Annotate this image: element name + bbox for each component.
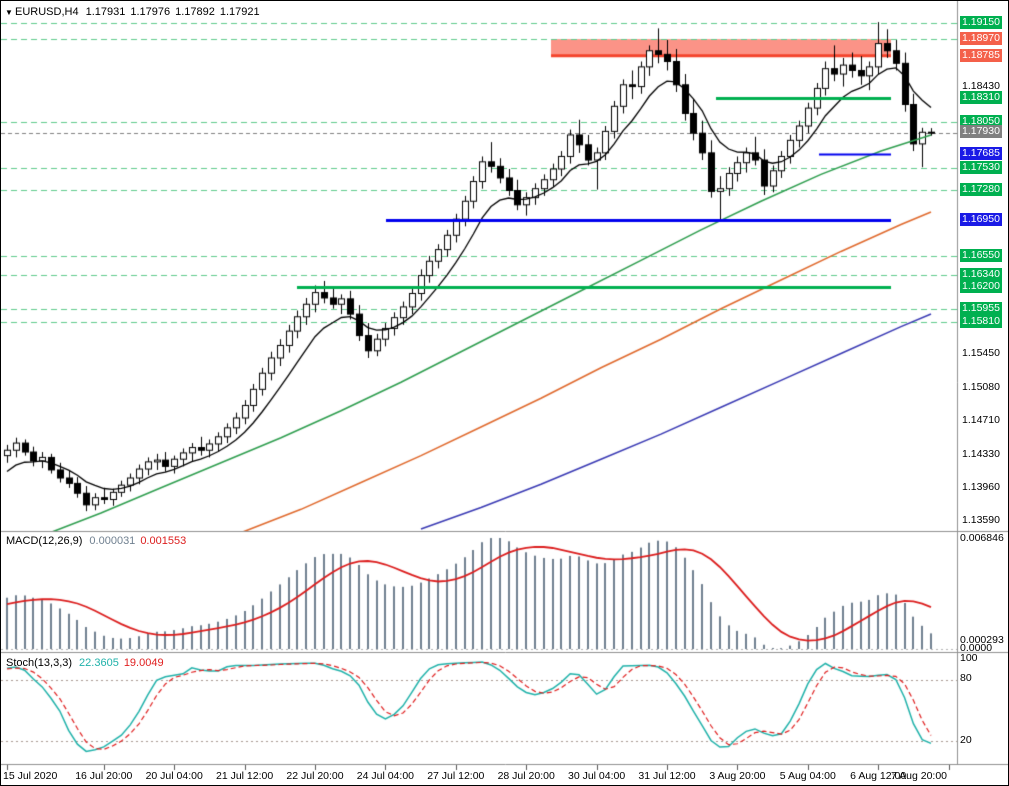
price-axis-label: 1.17685 <box>960 147 1002 160</box>
stoch-label: Stoch(13,3,3) <box>6 657 73 669</box>
macd-value-main: 0.000031 <box>89 535 136 547</box>
quote-close: 1.17921 <box>219 6 260 18</box>
price-axis-label: 1.18430 <box>962 80 1000 92</box>
price-axis-label: 1.16950 <box>960 213 1002 226</box>
stoch-value-signal: 19.0049 <box>123 657 164 669</box>
stoch-axis-80: 80 <box>960 672 972 684</box>
time-axis-label: 30 Jul 04:00 <box>567 770 626 782</box>
time-axis-label: 24 Jul 04:00 <box>356 770 414 782</box>
price-axis-label: 1.18050 <box>960 115 1002 128</box>
time-axis-label: 6 Aug 12:00 <box>850 770 907 782</box>
price-axis-label: 1.15955 <box>960 302 1002 315</box>
price-axis-label: 1.17530 <box>960 161 1002 174</box>
price-axis-label: 1.15080 <box>962 381 1000 393</box>
price-axis-label: 1.13960 <box>962 481 1000 493</box>
price-axis-label: 1.16550 <box>960 249 1002 262</box>
price-axis-label: 1.18785 <box>960 49 1002 62</box>
stoch-axis-100: 100 <box>960 652 978 664</box>
price-axis-label: 1.18970 <box>960 32 1002 45</box>
time-axis-label: 7 Aug 20:00 <box>890 770 948 782</box>
time-axis-label: 5 Aug 04:00 <box>779 770 836 782</box>
price-axis-label: 1.19150 <box>960 16 1002 29</box>
macd-label: MACD(12,26,9) <box>6 535 83 547</box>
price-axis-label: 1.16340 <box>960 268 1002 281</box>
macd-panel-header: MACD(12,26,9) 0.000031 0.001553 <box>6 535 186 547</box>
price-axis-label: 1.15450 <box>962 347 1000 359</box>
time-axis-label: 22 Jul 20:00 <box>286 770 344 782</box>
time-axis-label: 3 Aug 20:00 <box>709 770 766 782</box>
main-chart-header: EURUSD,H4 1.17931 1.17976 1.17892 1.17921 <box>15 6 260 18</box>
symbol-period-label: EURUSD,H4 <box>15 6 79 18</box>
macd-axis-max: 0.006846 <box>960 532 1004 544</box>
price-axis-label: 1.16200 <box>960 280 1002 293</box>
price-axis-label: 1.14330 <box>962 448 1000 460</box>
stoch-axis-20: 20 <box>960 734 972 746</box>
price-axis-label: 1.14710 <box>962 414 1000 426</box>
quote-high: 1.17976 <box>130 6 171 18</box>
macd-value-signal: 0.001553 <box>140 535 187 547</box>
macd-axis-level: 0.000293 <box>960 634 1004 646</box>
stoch-value-main: 22.3605 <box>79 657 119 669</box>
time-axis-label: 31 Jul 12:00 <box>638 770 696 782</box>
price-axis-label: 1.17930 <box>960 125 1002 138</box>
time-axis-label: 21 Jul 12:00 <box>215 770 274 782</box>
price-axis-label: 1.18310 <box>960 91 1002 104</box>
price-axis-label: 1.13590 <box>962 514 1000 526</box>
time-axis-label: 27 Jul 12:00 <box>427 770 485 782</box>
symbol-dropdown-icon[interactable]: ▼ <box>5 8 13 17</box>
quote-open: 1.17931 <box>85 6 126 18</box>
stoch-panel-header: Stoch(13,3,3) 22.3605 19.0049 <box>6 657 164 669</box>
time-axis-label: 20 Jul 04:00 <box>145 770 203 782</box>
quote-low: 1.17892 <box>175 6 215 18</box>
macd-axis-zero: 0.0000 <box>960 642 993 654</box>
time-axis-label: 15 Jul 2020 <box>3 770 58 782</box>
price-axis-label: 1.15810 <box>960 315 1002 328</box>
time-axis-label: 28 Jul 20:00 <box>497 770 555 782</box>
time-axis-label: 16 Jul 20:00 <box>75 770 133 782</box>
price-axis-label: 1.17280 <box>960 183 1002 196</box>
